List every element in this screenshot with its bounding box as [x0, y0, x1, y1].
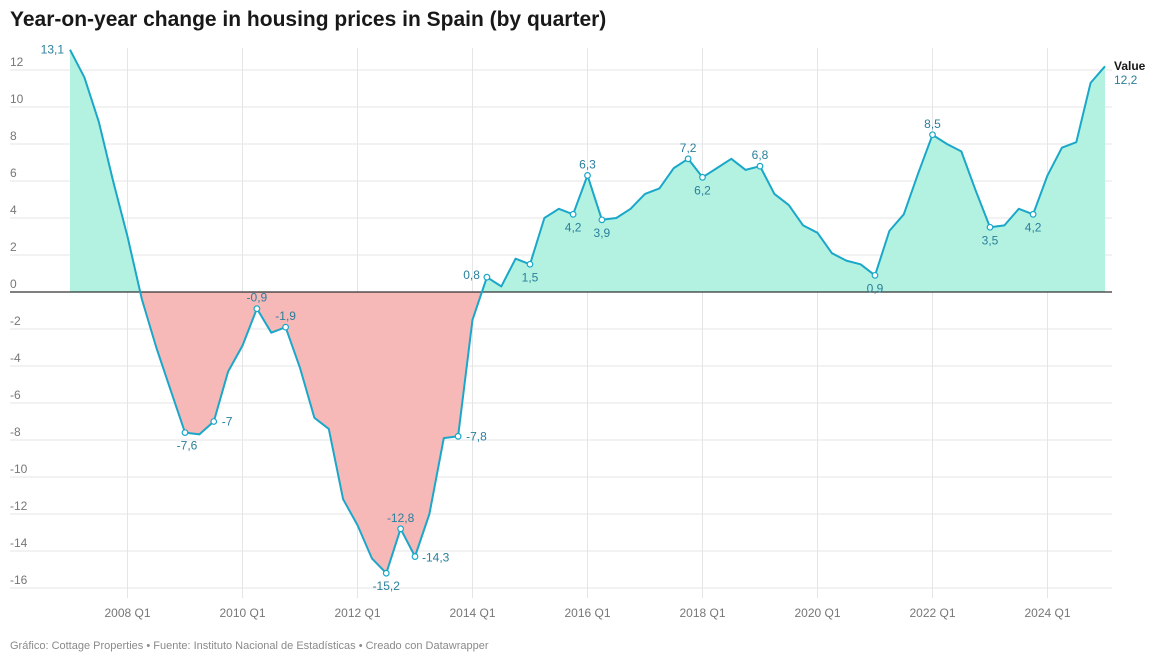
- x-tick-label: 2010 Q1: [219, 606, 265, 620]
- y-tick-label: -2: [10, 314, 21, 328]
- data-label: -14,3: [422, 551, 450, 565]
- data-label: -0,9: [247, 291, 268, 305]
- data-label: -7,6: [177, 439, 198, 453]
- data-point-marker: [684, 155, 692, 163]
- x-tick-label: 2018 Q1: [679, 606, 725, 620]
- data-label: 3,5: [982, 233, 999, 247]
- data-label: 0,8: [463, 268, 480, 282]
- data-point-marker: [397, 525, 405, 533]
- y-tick-label: 6: [10, 166, 17, 180]
- data-label: 13,1: [41, 43, 65, 57]
- x-tick-label: 2022 Q1: [909, 606, 955, 620]
- y-tick-label: -12: [10, 499, 28, 513]
- area-fills: [70, 49, 1105, 574]
- y-tick-label: 0: [10, 277, 17, 291]
- data-point-marker: [210, 418, 218, 425]
- positive-area-fill: [70, 49, 141, 293]
- data-label: 6,3: [579, 157, 596, 171]
- x-tick-label: 2014 Q1: [449, 606, 495, 620]
- x-tick-label: 2024 Q1: [1024, 606, 1070, 620]
- data-point-marker: [454, 432, 462, 440]
- y-tick-label: -10: [10, 462, 28, 476]
- data-point-marker: [282, 323, 290, 331]
- data-point-marker: [411, 553, 419, 560]
- data-label: 3,9: [594, 226, 611, 240]
- data-point-marker: [699, 173, 706, 181]
- y-tick-label: 2: [10, 240, 17, 254]
- x-tick-label: 2020 Q1: [794, 606, 840, 620]
- data-label: 6,2: [694, 183, 711, 197]
- positive-area-fill: [481, 66, 1105, 292]
- y-tick-label: 4: [10, 203, 17, 217]
- data-label: 1,5: [522, 270, 539, 284]
- y-tick-label: -16: [10, 573, 28, 587]
- source-footer: Gráfico: Cottage Properties • Fuente: In…: [10, 640, 489, 652]
- y-tick-label: 12: [10, 55, 24, 69]
- data-label: -1,9: [275, 309, 296, 323]
- data-point-marker: [569, 210, 577, 218]
- data-label: 4,2: [565, 220, 582, 234]
- y-tick-label: 10: [10, 92, 24, 106]
- y-tick-label: -14: [10, 536, 28, 550]
- data-point-marker: [253, 305, 261, 313]
- negative-area-fill: [140, 292, 482, 574]
- data-point-marker: [986, 223, 994, 231]
- x-tick-label: 2008 Q1: [104, 606, 150, 620]
- axes: 12 10 8 6 4 2 0 -2 -4 -6 -8 -10 -12 -14 -16 2008 Q1 2010…: [10, 55, 1112, 620]
- data-point-marker: [929, 131, 936, 139]
- x-tick-label: 2012 Q1: [334, 606, 380, 620]
- data-label: -7: [222, 415, 233, 429]
- data-label: 8,5: [924, 117, 941, 131]
- y-tick-label: -4: [10, 351, 21, 365]
- data-point-marker: [871, 271, 879, 279]
- data-point-marker: [181, 429, 189, 437]
- data-label: 4,2: [1025, 220, 1042, 234]
- series-end-value: 12,2: [1114, 73, 1138, 87]
- data-point-marker: [1029, 210, 1037, 218]
- data-point-marker: [598, 216, 606, 224]
- y-tick-label: -6: [10, 388, 21, 402]
- series-end-name: Value: [1114, 59, 1146, 73]
- data-label: 6,8: [752, 148, 769, 162]
- data-point-marker: [526, 260, 534, 268]
- data-label: -7,8: [466, 429, 487, 443]
- x-tick-label: 2016 Q1: [564, 606, 610, 620]
- y-tick-label: -8: [10, 425, 21, 439]
- data-point-marker: [756, 162, 764, 170]
- chart-title: Year-on-year change in housing prices in…: [10, 8, 607, 31]
- data-point-marker: [584, 172, 591, 179]
- data-label: 7,2: [680, 141, 697, 155]
- data-point-marker: [483, 273, 491, 281]
- data-point-marker: [382, 569, 390, 577]
- data-label: 0,9: [867, 281, 884, 295]
- point-markers: [181, 131, 1037, 577]
- y-tick-label: 8: [10, 129, 17, 143]
- data-labels: 13,1 -7,6 -7 -0,9 -1,9 -15,2 -12,8 -14,3 -7,8 0,8…: [41, 43, 1146, 594]
- data-label: -15,2: [373, 579, 401, 593]
- data-label: -12,8: [387, 511, 415, 525]
